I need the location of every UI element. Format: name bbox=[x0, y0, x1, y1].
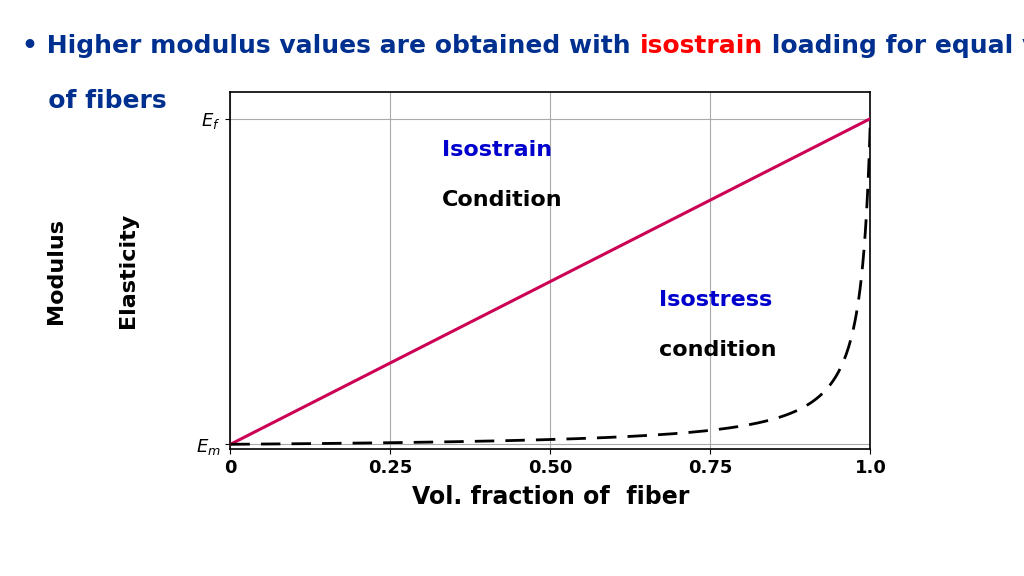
Text: of fibers: of fibers bbox=[22, 89, 167, 113]
Text: isostrain: isostrain bbox=[639, 34, 763, 58]
X-axis label: Vol. fraction of  fiber: Vol. fraction of fiber bbox=[412, 486, 689, 509]
Text: Modulus: Modulus bbox=[46, 218, 67, 324]
Text: Condition: Condition bbox=[441, 191, 562, 210]
Text: Isostrain: Isostrain bbox=[441, 141, 552, 161]
Text: • Higher modulus values are obtained with: • Higher modulus values are obtained wit… bbox=[22, 34, 639, 58]
Text: Elasticity: Elasticity bbox=[118, 213, 138, 328]
Text: condition: condition bbox=[659, 340, 776, 361]
Text: Isostress: Isostress bbox=[659, 290, 772, 310]
Text: loading for equal volume: loading for equal volume bbox=[763, 34, 1024, 58]
